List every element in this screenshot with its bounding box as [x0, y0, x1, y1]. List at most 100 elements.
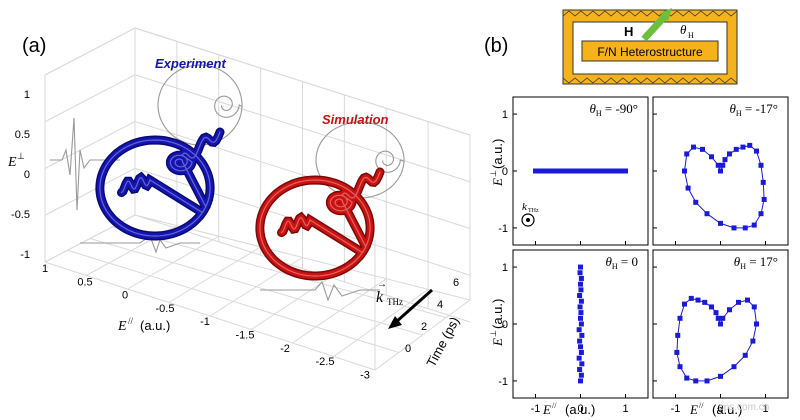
data-point [742, 225, 748, 231]
panel-a-label: (a) [22, 35, 46, 57]
subplot-title: θH = -17° [729, 101, 778, 118]
data-point [700, 146, 705, 152]
data-point [709, 154, 714, 160]
subplot-title: θH = -90° [589, 101, 638, 118]
data-point [731, 225, 737, 231]
data-point [704, 211, 710, 217]
x-tick-labels: 1 0.5 0 -0.5 -1 -1.5 -2 -2.5 -3 [42, 263, 370, 381]
y-tick-label: 0 [502, 319, 508, 331]
data-point [715, 162, 721, 168]
y-tick-label: -1 [498, 376, 508, 388]
data-point [577, 293, 583, 299]
x-tick-label: -2 [280, 343, 290, 355]
x-tick-label: -1 [200, 316, 210, 328]
data-point [537, 168, 543, 174]
subplot-4: -1 0 1 θH = 17° [652, 249, 789, 415]
data-point [745, 297, 750, 303]
data-point [542, 168, 547, 174]
data-point [750, 338, 756, 344]
data-point [718, 168, 723, 174]
data-point [718, 373, 723, 379]
x-axis-label: E // (a.u.) [117, 316, 170, 334]
svg-text:E: E [117, 319, 127, 334]
data-point [578, 298, 584, 304]
data-point [674, 349, 680, 355]
z-axis-label: E ⊥ [7, 151, 25, 170]
data-point [579, 361, 585, 367]
svg-text:k: k [522, 201, 528, 213]
trajectory-tube [96, 129, 223, 239]
data-point [578, 315, 583, 321]
svg-text:θ: θ [680, 22, 687, 37]
svg-text:(a.u.): (a.u.) [712, 402, 742, 417]
data-point [573, 168, 579, 174]
time-tick-label: 6 [453, 277, 459, 289]
data-point [577, 270, 583, 276]
x-tick-label: 0 [717, 403, 723, 415]
data-point [704, 378, 710, 384]
svg-text:E: E [689, 402, 698, 417]
z-axis-perp: ⊥ [17, 151, 25, 161]
simulation-floor-projection [260, 280, 380, 302]
data-point [754, 321, 759, 327]
panel-b-x-label-left: E // (a.u.) [542, 401, 595, 417]
data-point [685, 185, 691, 191]
x-tick-label: 0 [577, 403, 583, 415]
data-point [751, 222, 757, 228]
data-point [569, 168, 574, 174]
data-point [718, 321, 723, 327]
data-point [578, 287, 584, 293]
z-tick-label: 0.5 [15, 129, 30, 141]
panel-b-y-label-bottom: E ⊥ (a.u.) [489, 299, 505, 347]
data-point [758, 162, 764, 168]
data-point [551, 168, 556, 174]
data-point [720, 315, 726, 321]
3d-axes-box [44, 27, 471, 371]
k-thz-out-of-plane-marker: k THz [521, 201, 539, 227]
trajectory-highlight [259, 171, 381, 277]
data-point [618, 168, 624, 174]
data-point [727, 307, 732, 313]
x-tick-label: -2.5 [316, 356, 335, 368]
svg-text:(a.u.): (a.u.) [565, 402, 595, 417]
x-tick-label: 1 [762, 403, 768, 415]
panel-b-y-label-top: E ⊥ (a.u.) [489, 139, 505, 187]
z-tick-labels: 1 0.5 0 -0.5 -1 [11, 89, 30, 261]
svg-text:→: → [377, 279, 387, 290]
y-tick-label: 1 [502, 109, 508, 121]
data-point [677, 364, 683, 370]
data-point [577, 367, 583, 373]
y-tick-label: 1 [502, 262, 508, 274]
data-point [736, 299, 741, 305]
data-point [582, 168, 588, 174]
data-point [578, 349, 584, 355]
svg-text:E: E [7, 155, 17, 170]
data-point [609, 168, 615, 174]
data-point [688, 295, 694, 301]
svg-text:H: H [688, 31, 694, 40]
data-point [715, 315, 721, 321]
data-point [758, 211, 764, 217]
svg-text://: // [128, 316, 134, 326]
data-point [751, 304, 757, 310]
data-point [560, 168, 565, 174]
time-tick-label: 4 [437, 299, 443, 311]
svg-text:(a.u.): (a.u.) [490, 139, 505, 169]
svg-text:k: k [376, 289, 384, 306]
experiment-trajectory [95, 127, 225, 241]
data-point [677, 315, 683, 321]
subplot-title: θH = 17° [734, 254, 778, 271]
data-point [555, 168, 561, 174]
x-tick-label: -1 [671, 403, 681, 415]
data-point [702, 299, 708, 305]
data-point [578, 264, 583, 270]
svg-text:⊥: ⊥ [489, 330, 498, 337]
data-point [754, 148, 759, 154]
watermark: cps.com.cn [719, 402, 770, 413]
svg-text://: // [552, 401, 557, 410]
svg-text:⊥: ⊥ [489, 170, 498, 177]
data-point [722, 157, 728, 163]
x-tick-label: -0.5 [156, 303, 175, 315]
subplot-2: θH = -17° [652, 96, 789, 246]
